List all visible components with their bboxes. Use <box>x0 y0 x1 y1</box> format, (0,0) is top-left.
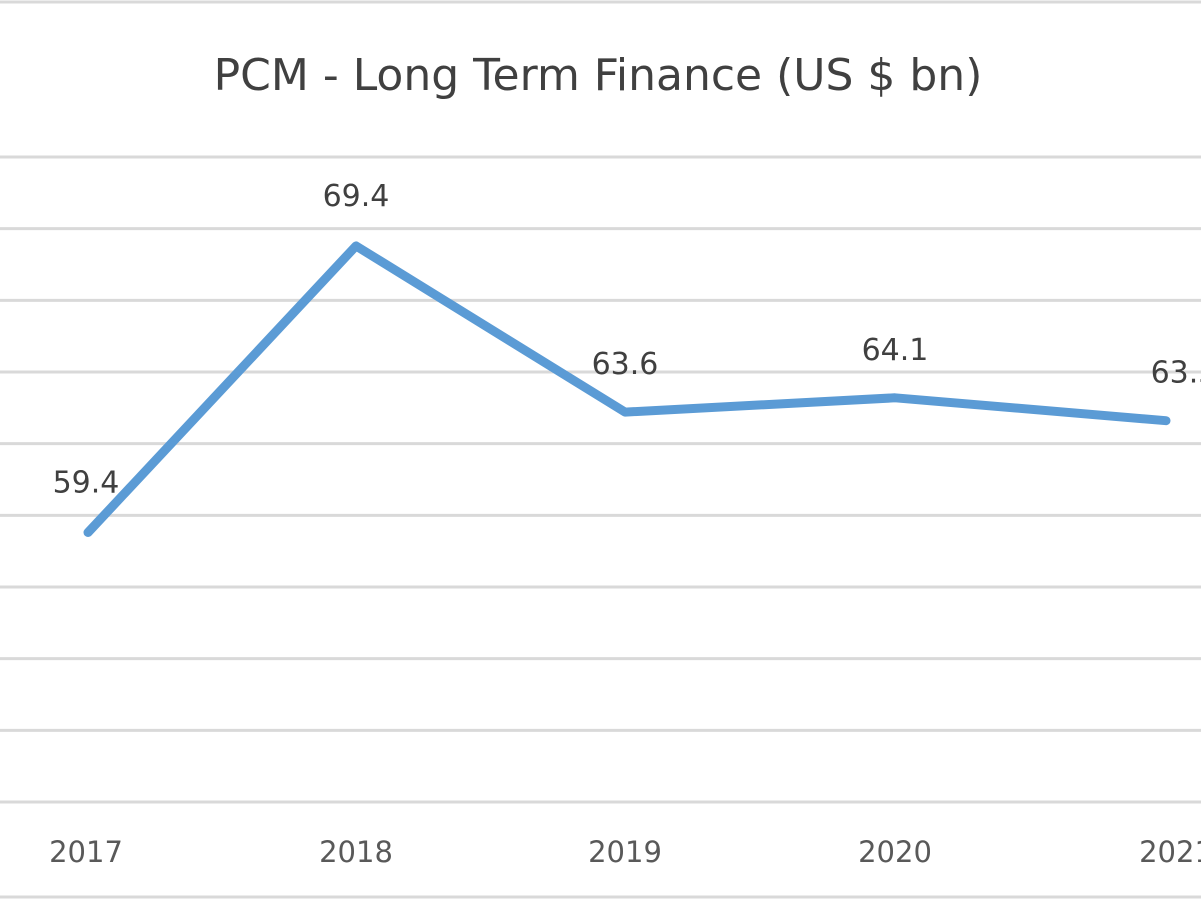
x-tick-2018: 2018 <box>319 835 393 869</box>
data-label-2018: 69.4 <box>323 179 390 214</box>
data-label-2021: 63.3 <box>1151 356 1201 391</box>
series-line-0 <box>83 241 1171 537</box>
chart-title: PCM - Long Term Finance (US $ bn) <box>214 50 983 101</box>
series-line-group <box>83 241 1171 537</box>
x-tick-2020: 2020 <box>858 835 932 869</box>
x-axis-tick-labels: 2017 2018 2019 2020 2021 <box>49 835 1201 869</box>
x-tick-2019: 2019 <box>588 835 662 869</box>
data-label-2020: 64.1 <box>862 333 929 368</box>
data-label-2019: 63.6 <box>592 347 659 382</box>
data-label-2017: 59.4 <box>53 466 120 501</box>
x-tick-2017: 2017 <box>49 835 123 869</box>
x-tick-2021: 2021 <box>1139 835 1201 869</box>
data-labels: 59.4 69.4 63.6 64.1 63.3 <box>53 179 1201 501</box>
